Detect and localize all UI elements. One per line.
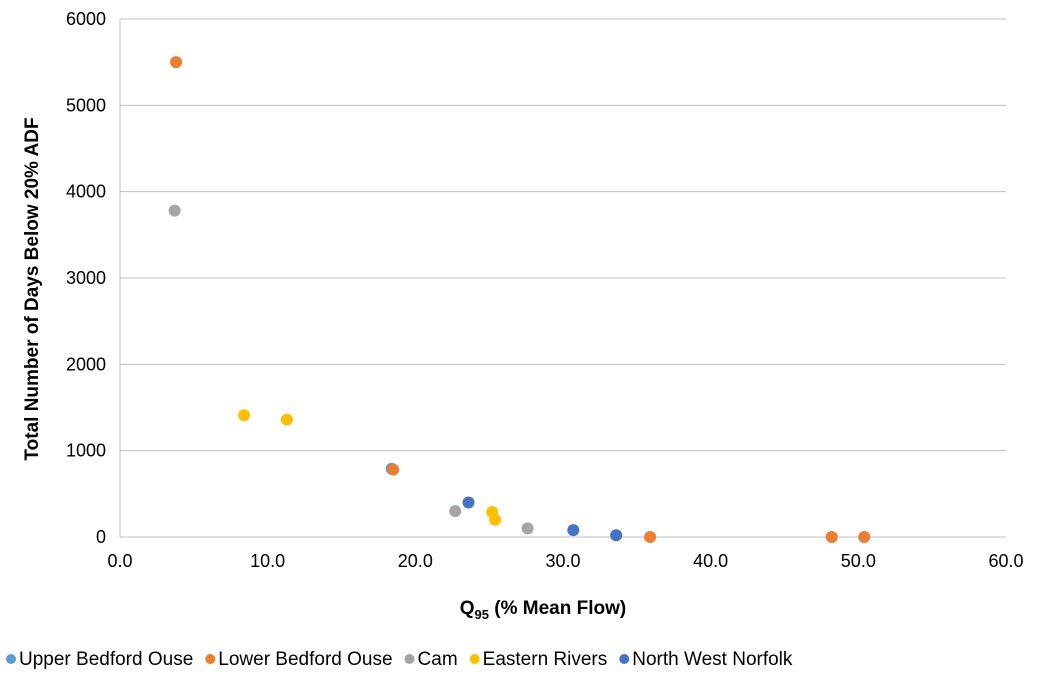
data-point [567,524,580,537]
y-tick-label: 5000 [66,95,106,115]
x-tick-label: 50.0 [841,551,876,571]
x-tick-label: 20.0 [398,551,433,571]
y-tick-label: 0 [96,527,106,547]
legend-label: Upper Bedford Ouse [19,649,193,670]
legend-label: Eastern Rivers [483,649,608,670]
data-point [825,531,838,543]
legend-marker [469,654,480,664]
data-points [168,56,871,543]
data-point [489,513,502,526]
legend-label: North West Norfolk [632,649,793,670]
legend-item: Cam [404,649,458,670]
x-tick-label: 40.0 [693,551,728,571]
y-tick-label: 4000 [66,182,106,202]
data-point [238,409,251,422]
data-point [170,56,183,69]
y-axis-title: Total Number of Days Below 20% ADF [22,117,43,460]
legend-item: Upper Bedford Ouse [6,649,193,670]
legend-marker [6,654,16,664]
y-tick-label: 6000 [66,9,106,29]
x-tick-label: 0.0 [107,551,132,571]
y-tick-label: 1000 [66,441,106,461]
legend: Upper Bedford Ouse Lower Bedford Ouse Cam E… [6,649,793,670]
data-point [462,496,475,509]
x-tick-label: 10.0 [250,551,285,571]
y-tick-label: 3000 [66,268,106,288]
x-tick-label: 60.0 [988,551,1023,571]
legend-label: Cam [418,649,458,670]
y-tick-label: 2000 [66,354,106,374]
data-point [168,204,181,217]
tick-labels: 0 1000 2000 3000 4000 5000 6000 0.0 10.0 20.0 30.0… [66,9,1024,571]
data-point [858,531,871,543]
legend-item: Lower Bedford Ouse [205,649,393,670]
data-point [280,413,293,426]
data-point [521,522,534,535]
legend-item: North West Norfolk [619,649,793,670]
legend-label: Lower Bedford Ouse [218,649,392,670]
gridlines [120,18,1006,452]
data-point [449,505,462,518]
data-point [610,529,623,542]
legend-marker [619,654,630,664]
legend-marker [404,654,415,664]
x-tick-label: 30.0 [545,551,580,571]
legend-item: Eastern Rivers [469,649,608,670]
data-point [644,531,657,543]
legend-marker [205,654,216,664]
data-point [387,463,400,476]
x-axis-title: Q95 (% Mean Flow) [460,598,626,622]
